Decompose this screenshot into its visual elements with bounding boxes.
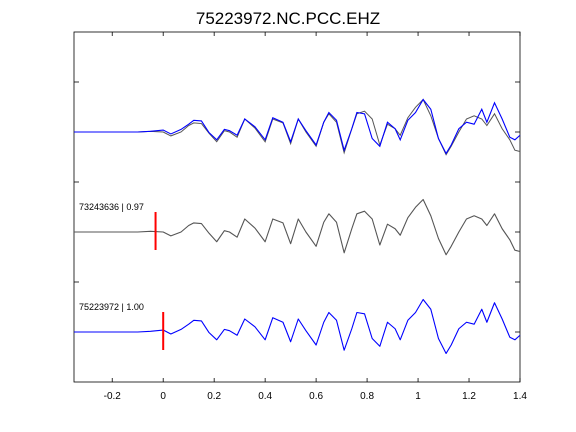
chart-title: 75223972.NC.PCC.EHZ [196, 9, 380, 28]
axis-ticks: -0.2 0 0.2 0.4 0.6 0.8 1 1.2 1.4 [74, 32, 527, 402]
overlay-trace-blue [74, 98, 521, 155]
x-tick-label: 0.8 [360, 391, 374, 402]
x-tick-label: -0.2 [104, 391, 122, 402]
overlay-trace-gray [74, 98, 521, 156]
x-tick-label: 0 [160, 391, 166, 402]
trace-line-2 [74, 198, 521, 256]
x-tick-label: 0.2 [207, 391, 221, 402]
traces-layer: 75223972 | 1.00 73243636 | 0.97 [74, 98, 521, 354]
x-tick-label: 1 [415, 391, 421, 402]
trace-line-1 [74, 298, 521, 354]
x-tick-label: 0.4 [258, 391, 272, 402]
trace-label-2: 73243636 | 0.97 [79, 202, 144, 212]
x-tick-label: 1.2 [462, 391, 476, 402]
x-tick-label: 0.6 [309, 391, 323, 402]
trace-label-1: 75223972 | 1.00 [79, 302, 144, 312]
x-tick-label: 1.4 [513, 391, 527, 402]
plot-frame [73, 31, 521, 383]
